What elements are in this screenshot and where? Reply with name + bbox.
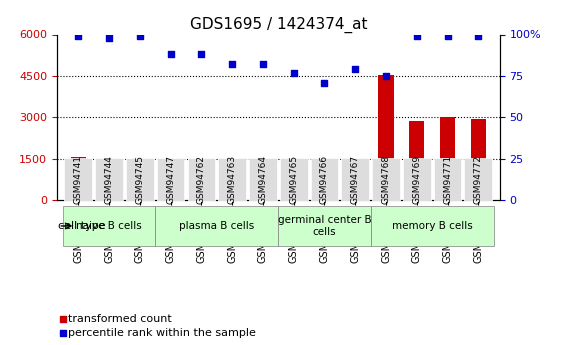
FancyBboxPatch shape [65, 158, 92, 201]
Text: GSM94764: GSM94764 [258, 155, 268, 204]
FancyBboxPatch shape [187, 158, 215, 201]
FancyBboxPatch shape [126, 158, 154, 201]
Point [443, 33, 452, 39]
FancyBboxPatch shape [434, 158, 461, 201]
Bar [286, 197, 302, 200]
Point [228, 61, 237, 67]
Point [320, 80, 329, 85]
Text: GSM94772: GSM94772 [474, 155, 483, 204]
Point [166, 52, 175, 57]
FancyBboxPatch shape [341, 158, 369, 201]
Text: GSM94766: GSM94766 [320, 155, 329, 204]
Point [350, 67, 360, 72]
Bar [409, 121, 424, 200]
FancyBboxPatch shape [403, 158, 431, 201]
Point [59, 330, 68, 335]
Text: memory B cells: memory B cells [392, 221, 473, 231]
FancyBboxPatch shape [249, 158, 277, 201]
Text: GSM94741: GSM94741 [74, 155, 83, 204]
FancyBboxPatch shape [372, 158, 400, 201]
Text: GSM94745: GSM94745 [135, 155, 144, 204]
Text: GSM94747: GSM94747 [166, 155, 175, 204]
FancyBboxPatch shape [155, 206, 278, 246]
Text: GSM94744: GSM94744 [105, 155, 114, 204]
Point [135, 33, 144, 39]
FancyBboxPatch shape [278, 206, 370, 246]
Point [412, 33, 421, 39]
Text: GSM94763: GSM94763 [228, 155, 237, 204]
Bar [317, 197, 332, 200]
Title: GDS1695 / 1424374_at: GDS1695 / 1424374_at [190, 17, 367, 33]
FancyBboxPatch shape [311, 158, 339, 201]
Point [197, 52, 206, 57]
Point [59, 316, 68, 322]
Point [289, 70, 298, 75]
FancyBboxPatch shape [370, 206, 494, 246]
Point [74, 33, 83, 39]
Bar [102, 160, 117, 200]
Text: GSM94769: GSM94769 [412, 155, 421, 204]
Text: naive B cells: naive B cells [76, 221, 142, 231]
Bar [440, 117, 455, 200]
Bar [224, 195, 240, 200]
Text: GSM94768: GSM94768 [382, 155, 391, 204]
Text: percentile rank within the sample: percentile rank within the sample [68, 328, 256, 337]
FancyBboxPatch shape [465, 158, 492, 201]
FancyBboxPatch shape [63, 206, 155, 246]
FancyBboxPatch shape [95, 158, 123, 201]
Bar [132, 162, 148, 200]
Bar [471, 119, 486, 200]
Text: germinal center B
cells: germinal center B cells [278, 215, 371, 237]
Text: plasma B cells: plasma B cells [179, 221, 254, 231]
Text: cell type: cell type [59, 221, 106, 231]
Point [382, 73, 391, 79]
Point [258, 61, 268, 67]
Text: transformed count: transformed count [68, 314, 172, 324]
Text: GSM94762: GSM94762 [197, 155, 206, 204]
Text: GSM94771: GSM94771 [443, 155, 452, 204]
Bar [70, 157, 86, 200]
Bar [194, 194, 209, 200]
Bar [378, 75, 394, 200]
FancyBboxPatch shape [280, 158, 307, 201]
FancyBboxPatch shape [157, 158, 185, 201]
Bar [255, 196, 270, 200]
Bar [163, 194, 178, 200]
Bar [348, 195, 363, 200]
Point [105, 35, 114, 41]
Text: GSM94765: GSM94765 [289, 155, 298, 204]
FancyBboxPatch shape [218, 158, 246, 201]
Point [474, 33, 483, 39]
Text: GSM94767: GSM94767 [350, 155, 360, 204]
